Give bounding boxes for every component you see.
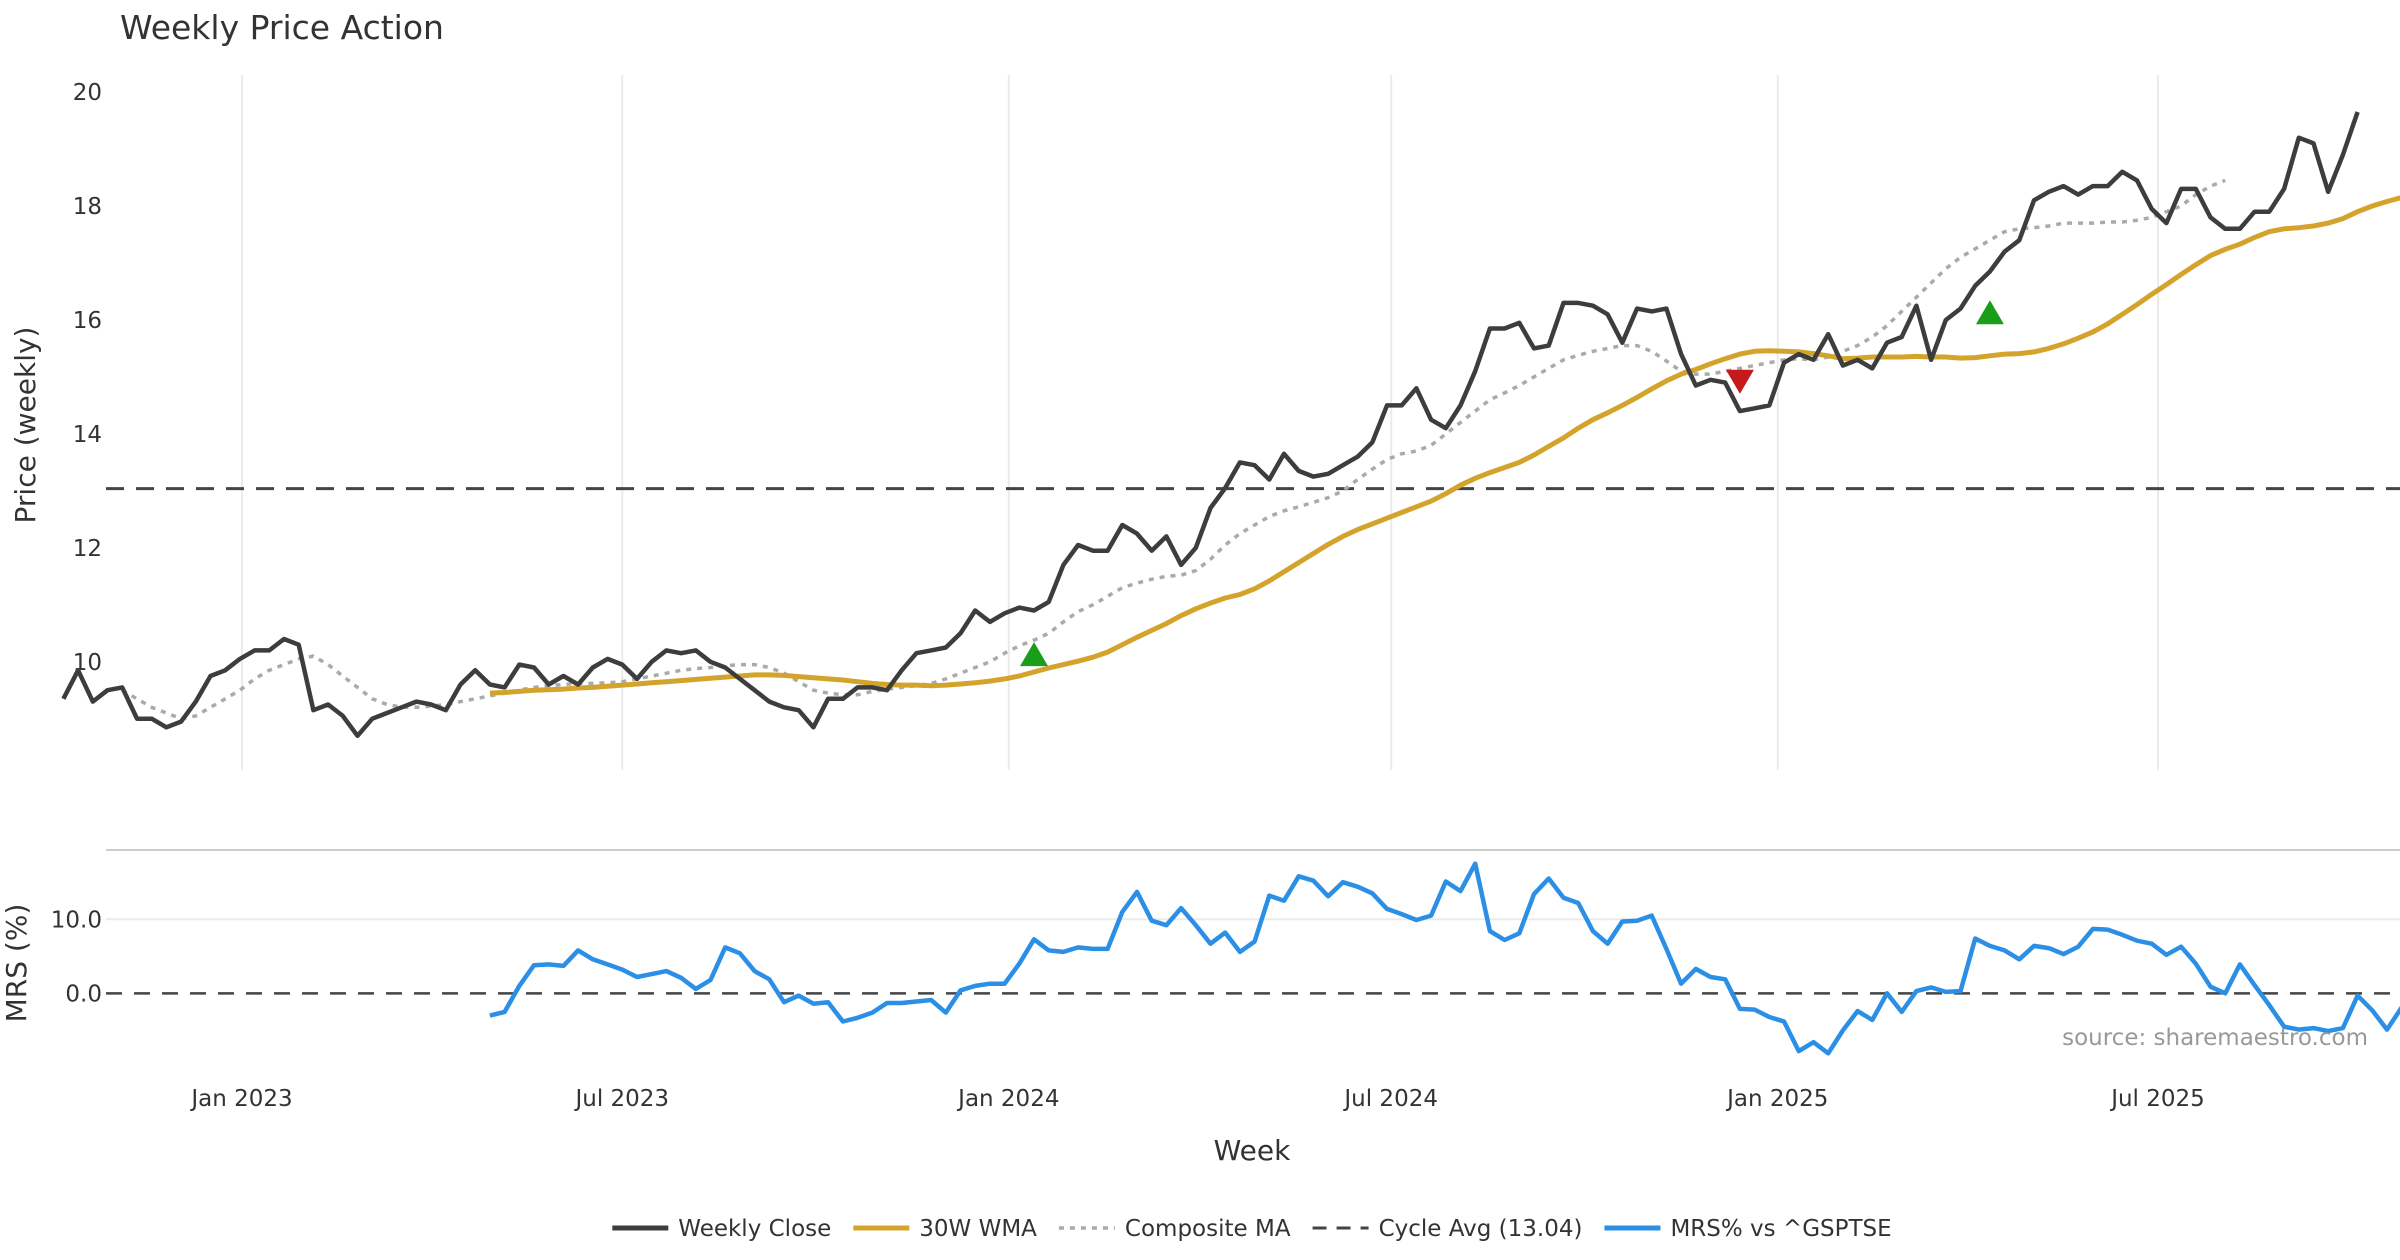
price-y-tick-label: 20 [73,80,102,106]
price-series [61,111,2400,739]
legend-item-mrs: MRS% vs ^GSPTSE [1604,1216,1892,1242]
price-y-tick-label: 14 [73,422,102,448]
price-y-axis-label: Price (weekly) [9,327,42,524]
x-tick-labels: Jan 2023 Jul 2023 Jan 2024 Jul 2024 Jan 2025… [189,1086,2204,1112]
legend: Weekly Close 30W WMA Composite MA Cycle Avg… [612,1216,1892,1242]
legend-item-wma: 30W WMA [853,1216,1037,1242]
buy-signal-marker [1020,642,1049,667]
mrs-y-tick-label: 10.0 [51,907,102,933]
legend-label: Composite MA [1125,1216,1291,1242]
x-tick-label: Jan 2023 [189,1086,292,1112]
x-tick-label: Jul 2024 [1342,1086,1438,1112]
legend-item-composite: Composite MA [1058,1216,1291,1242]
source-note: source: sharemaestro.com [2062,1025,2368,1051]
composite-ma-line [121,178,2226,721]
price-y-tick-label: 16 [73,308,102,334]
price-y-tick-label: 18 [73,194,102,220]
mrs-y-tick-label: 0.0 [65,981,102,1007]
legend-label: MRS% vs ^GSPTSE [1670,1216,1891,1242]
signal-markers [1020,300,2004,667]
price-y-tick-label: 12 [73,536,102,562]
weekly-close-line [61,111,2360,739]
legend-label: Cycle Avg (13.04) [1379,1216,1583,1242]
wma-30w-line [489,195,2400,696]
x-axis-label: Week [1214,1134,1291,1167]
mrs-panel: 0.0 10.0 MRS (%) source: sharemaestro.com [0,861,2400,1056]
x-tick-label: Jan 2024 [956,1086,1059,1112]
mrs-y-axis-label: MRS (%) [0,904,33,1023]
legend-item-cycle: Cycle Avg (13.04) [1312,1216,1583,1242]
price-gridlines [241,75,2159,770]
legend-item-close: Weekly Close [612,1216,831,1242]
buy-signal-marker [1975,300,2004,325]
mrs-y-tick-labels: 0.0 10.0 [51,907,102,1007]
sell-signal-marker [1725,369,1754,394]
legend-label: 30W WMA [919,1216,1037,1242]
chart-title: Weekly Price Action [120,8,444,47]
mrs-series [106,861,2400,1056]
x-tick-label: Jan 2025 [1725,1086,1828,1112]
mrs-line [489,861,2400,1056]
x-tick-label: Jul 2025 [2109,1086,2205,1112]
legend-label: Weekly Close [678,1216,831,1242]
x-tick-label: Jul 2023 [573,1086,669,1112]
